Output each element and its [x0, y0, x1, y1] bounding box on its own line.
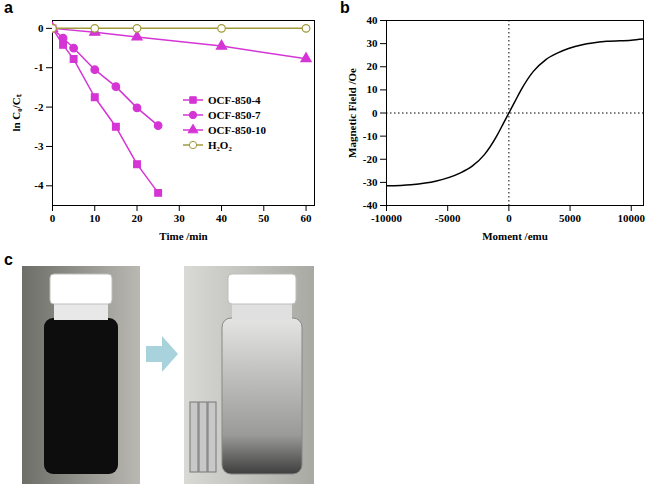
- svg-text:5000: 5000: [559, 212, 582, 224]
- svg-text:Magnetic Field /Oe: Magnetic Field /Oe: [346, 68, 358, 158]
- svg-text:Moment /emu: Moment /emu: [482, 230, 548, 242]
- svg-text:40: 40: [216, 212, 228, 224]
- html-text:a: a: [4, 0, 13, 16]
- svg-text:10000: 10000: [618, 212, 646, 224]
- svg-text:20: 20: [367, 60, 379, 72]
- svg-text:-2: -2: [34, 101, 44, 113]
- svg-text:ln C₀/Cₜ: ln C₀/Cₜ: [10, 94, 22, 131]
- svg-text:20: 20: [132, 212, 144, 224]
- svg-text:0: 0: [50, 212, 56, 224]
- html-text:OCF-850-4: OCF-850-4: [208, 93, 261, 106]
- svg-text:-30: -30: [363, 176, 378, 188]
- html-text:c: c: [4, 251, 13, 268]
- svg-text:60: 60: [301, 212, 313, 224]
- html-text:OCF-850-7: OCF-850-7: [208, 108, 261, 121]
- svg-text:50: 50: [258, 212, 270, 224]
- svg-text:30: 30: [174, 212, 186, 224]
- svg-text:10: 10: [89, 212, 101, 224]
- html-text:H₂O₂: H₂O₂: [208, 138, 232, 151]
- html-text:OCF-850-10: OCF-850-10: [208, 123, 266, 136]
- svg-text:30: 30: [367, 37, 379, 49]
- svg-text:-10000: -10000: [371, 212, 403, 224]
- html-text:b: b: [340, 0, 350, 16]
- svg-text:-1: -1: [34, 61, 43, 73]
- svg-text:Time /min: Time /min: [159, 230, 207, 242]
- svg-text:-4: -4: [34, 179, 44, 191]
- svg-text:-20: -20: [363, 153, 378, 165]
- svg-text:0: 0: [372, 107, 378, 119]
- svg-text:0: 0: [506, 212, 512, 224]
- svg-text:0: 0: [38, 22, 44, 34]
- svg-text:-10: -10: [363, 130, 378, 142]
- svg-text:10: 10: [367, 83, 379, 95]
- svg-text:40: 40: [367, 14, 379, 26]
- svg-text:-40: -40: [363, 199, 378, 211]
- svg-text:-5000: -5000: [435, 212, 461, 224]
- svg-text:-3: -3: [34, 140, 44, 152]
